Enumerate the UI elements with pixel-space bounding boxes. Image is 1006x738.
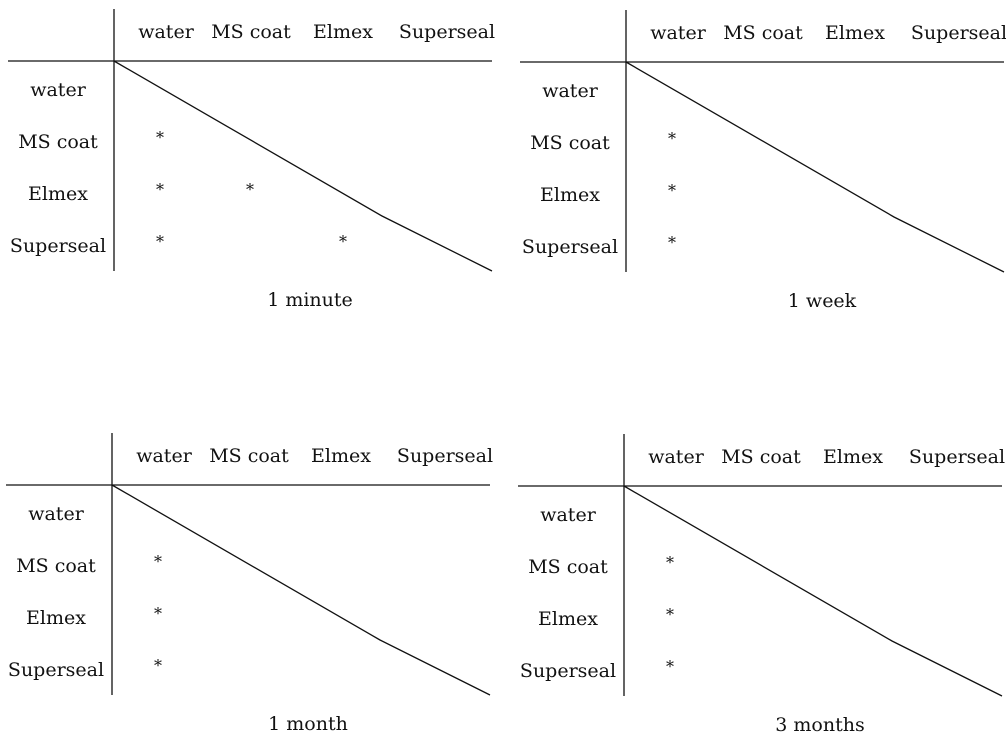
row-label: MS coat (16, 555, 96, 577)
row-label: Superseal (522, 236, 618, 258)
panel-caption: 1 minute (267, 289, 353, 311)
row-label: Elmex (26, 607, 86, 629)
significance-mark: * (666, 605, 674, 624)
row-label: Elmex (540, 184, 600, 206)
significance-mark: * (668, 181, 676, 200)
column-header: water (138, 21, 194, 43)
significance-mark: * (156, 232, 164, 251)
panel-caption: 1 week (788, 290, 857, 312)
significance-mark: * (246, 180, 254, 199)
significance-mark: * (668, 233, 676, 252)
significance-mark: * (666, 657, 674, 676)
column-header: water (136, 445, 192, 467)
panel-caption: 3 months (775, 714, 864, 736)
matrix-panel: water MS coat Elmex Superseal water MS coat El… (8, 9, 495, 311)
row-label: MS coat (530, 132, 610, 154)
column-header: Elmex (311, 445, 371, 467)
column-header: MS coat (721, 446, 801, 468)
diagonal-line (625, 61, 1005, 273)
row-label: Elmex (28, 183, 88, 205)
row-label: water (30, 79, 86, 101)
diagonal-line (111, 484, 491, 696)
significance-mark: * (154, 656, 162, 675)
matrix-panel: water MS coat Elmex Superseal water MS coat El… (520, 10, 1006, 312)
column-header: water (648, 446, 704, 468)
column-header: MS coat (211, 21, 291, 43)
column-header: Superseal (397, 445, 493, 467)
column-header: Elmex (313, 21, 373, 43)
panel-caption: 1 month (268, 713, 348, 735)
row-label: Elmex (538, 608, 598, 630)
column-header: Elmex (825, 22, 885, 44)
matrix-panel: water MS coat Elmex Superseal water MS coat El… (6, 433, 493, 735)
row-label: Superseal (10, 235, 106, 257)
row-label: Superseal (8, 659, 104, 681)
column-header: water (650, 22, 706, 44)
column-header: Superseal (399, 21, 495, 43)
row-label: water (540, 504, 596, 526)
diagonal-line (623, 485, 1003, 697)
row-label: MS coat (18, 131, 98, 153)
significance-mark: * (156, 180, 164, 199)
significance-mark: * (668, 129, 676, 148)
row-label: MS coat (528, 556, 608, 578)
row-label: water (28, 503, 84, 525)
significance-mark: * (666, 553, 674, 572)
column-header: MS coat (209, 445, 289, 467)
significance-mark: * (154, 552, 162, 571)
column-header: Elmex (823, 446, 883, 468)
significance-mark: * (154, 604, 162, 623)
row-label: Superseal (520, 660, 616, 682)
significance-mark: * (339, 232, 347, 251)
column-header: Superseal (911, 22, 1006, 44)
row-label: water (542, 80, 598, 102)
column-header: Superseal (909, 446, 1005, 468)
matrix-panel: water MS coat Elmex Superseal water MS coat El… (518, 434, 1005, 736)
diagonal-line (113, 60, 493, 272)
significance-mark: * (156, 128, 164, 147)
column-header: MS coat (723, 22, 803, 44)
